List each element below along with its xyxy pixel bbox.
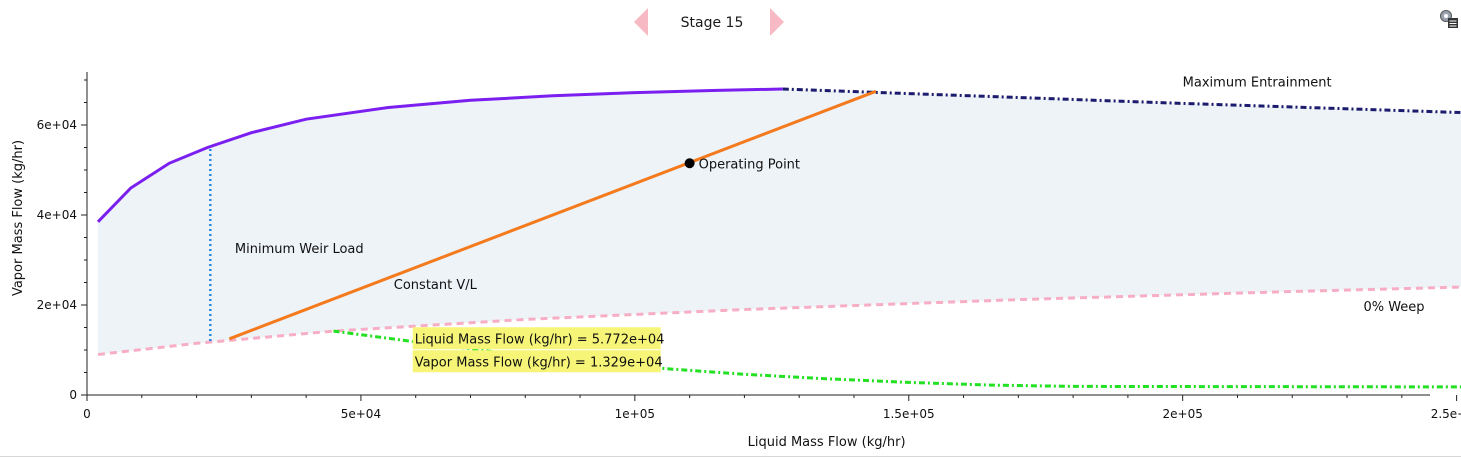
chart-settings-icon[interactable]	[1439, 9, 1459, 29]
operating-point-label: Operating Point	[699, 157, 800, 172]
right-triangle-icon[interactable]	[770, 8, 784, 36]
y-tick-label: 4e+04	[37, 208, 77, 222]
stage-navigator: Stage 15	[634, 8, 784, 38]
operating-point-marker	[684, 158, 695, 169]
x-tick-label: 2.5e+05	[1431, 407, 1461, 421]
tooltip-line: Vapor Mass Flow (kg/hr) = 1.329e+04	[415, 355, 663, 370]
x-tick-label: 1.5e+05	[883, 407, 935, 421]
x-tick-label: 5e+04	[341, 407, 381, 421]
annotation-label: Minimum Weir Load	[235, 242, 364, 257]
y-tick-label: 2e+04	[37, 298, 77, 312]
x-tick-label: 0	[83, 407, 91, 421]
annotation-label: Constant V/L	[394, 278, 478, 293]
left-triangle-icon[interactable]	[634, 8, 648, 36]
tooltip-background	[412, 350, 661, 373]
x-tick-label: 2e+05	[1163, 407, 1203, 421]
y-tick-label: 6e+04	[37, 118, 77, 132]
annotation-label: 0% Weep	[1363, 300, 1424, 315]
y-axis-label: Vapor Mass Flow (kg/hr)	[11, 140, 26, 296]
series-constant-vl-line	[228, 89, 877, 341]
stage-label: Stage 15	[680, 15, 744, 31]
x-tick-label: 1e+05	[615, 407, 655, 421]
series-weep-line	[97, 285, 1461, 356]
series-weep-dumping-line	[333, 329, 1461, 389]
tooltip-line: Liquid Mass Flow (kg/hr) = 5.772e+04	[415, 332, 665, 347]
x-axis-label: Liquid Mass Flow (kg/hr)	[748, 435, 906, 450]
annotation-label: Maximum Entrainment	[1183, 75, 1332, 90]
operating-region	[97, 89, 1461, 355]
y-tick-label: 0	[69, 388, 77, 402]
bottom-divider	[0, 456, 1461, 457]
tooltip-background	[412, 327, 661, 350]
series-max-entrainment-line	[96, 87, 783, 223]
